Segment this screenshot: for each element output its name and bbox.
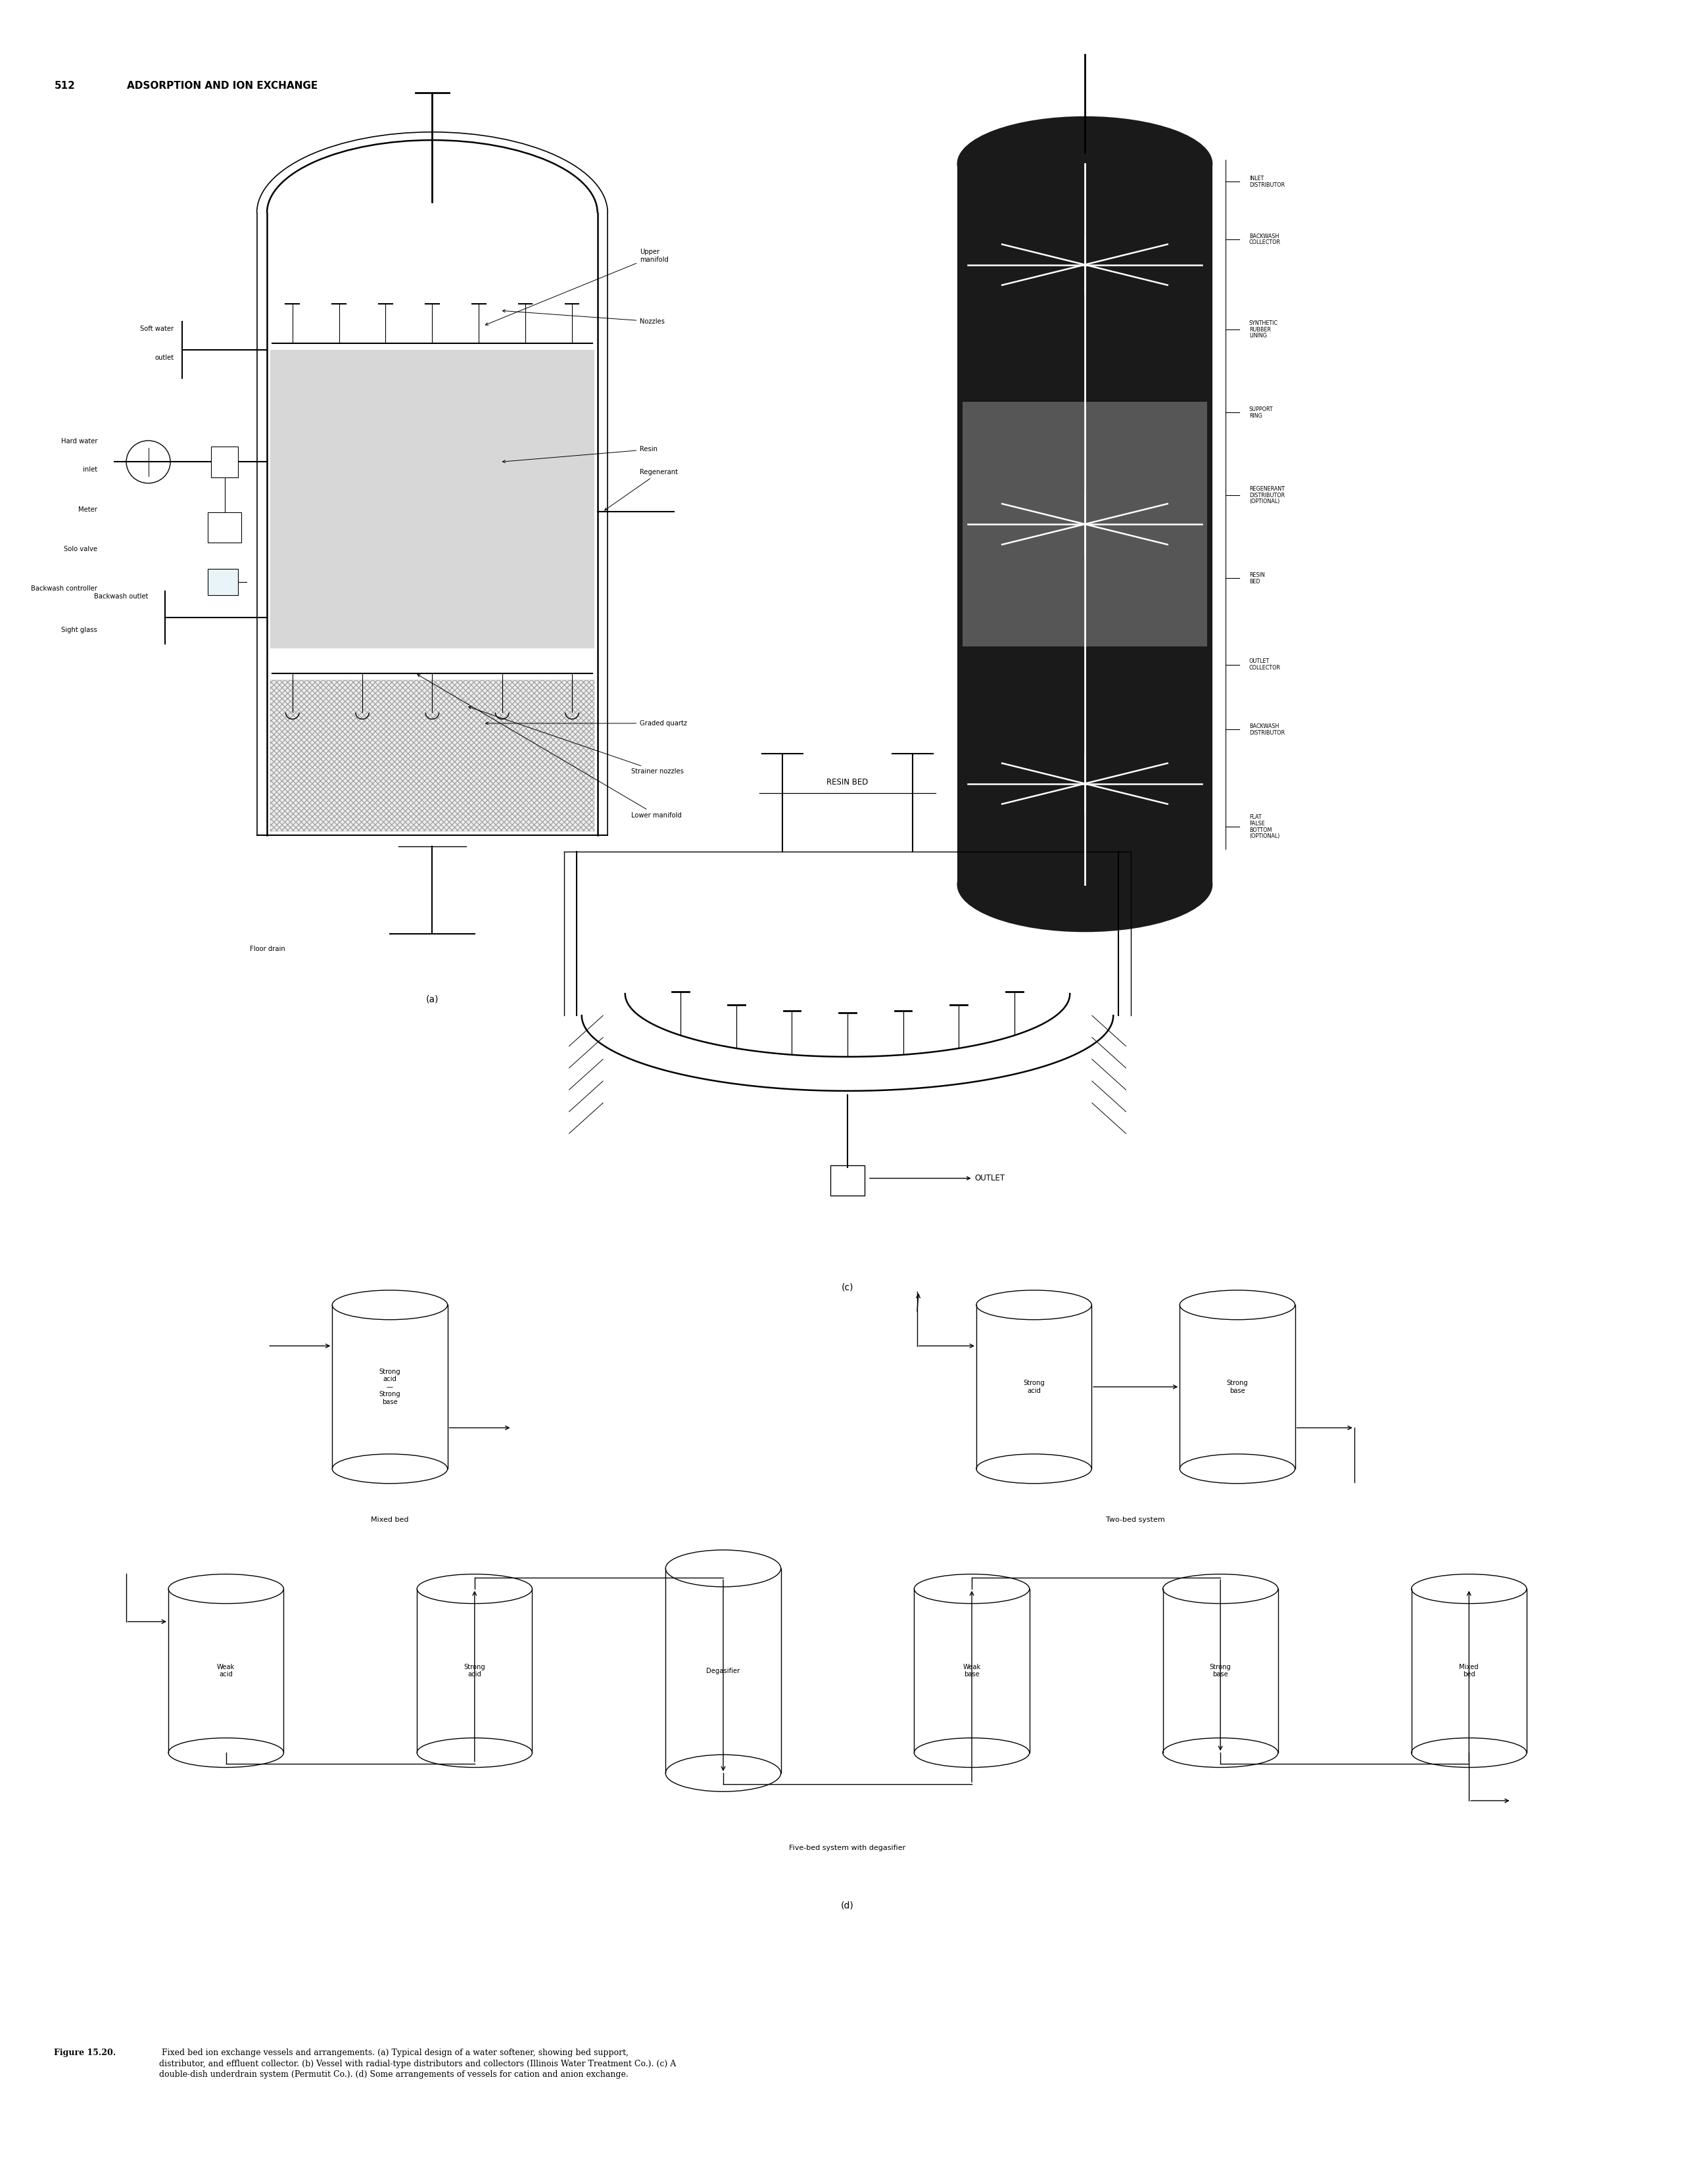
Bar [271, 679, 595, 830]
Text: Strong
base: Strong base [1210, 1664, 1231, 1677]
Text: Weak
acid: Weak acid [217, 1664, 236, 1677]
Bar [666, 1568, 781, 1773]
Text: 512: 512 [54, 81, 75, 92]
Text: Solo valve: Solo valve [64, 546, 97, 553]
Text: SYNTHETIC
RUBBER
LINING: SYNTHETIC RUBBER LINING [1249, 321, 1278, 339]
Text: REGENERANT
DISTRIBUTOR
(OPTIONAL): REGENERANT DISTRIBUTOR (OPTIONAL) [1249, 487, 1285, 505]
Text: Figure 15.20.: Figure 15.20. [54, 2049, 117, 2057]
Text: Degasifier: Degasifier [707, 1666, 741, 1675]
Text: INLET
DISTRIBUTOR: INLET DISTRIBUTOR [1249, 175, 1285, 188]
Text: Strong
acid: Strong acid [464, 1664, 485, 1677]
Bar [963, 402, 1207, 646]
Text: (a): (a) [425, 994, 439, 1005]
Ellipse shape [958, 839, 1212, 930]
Text: Regenerant: Regenerant [605, 470, 678, 511]
Text: Upper
manifold: Upper manifold [485, 249, 670, 325]
Bar [831, 1164, 864, 1195]
Bar [207, 511, 242, 544]
Text: Weak
base: Weak base [963, 1664, 981, 1677]
Text: Mixed
bed: Mixed bed [1459, 1664, 1478, 1677]
Text: BACKWASH
COLLECTOR: BACKWASH COLLECTOR [1249, 234, 1281, 245]
Text: RESIN BED: RESIN BED [827, 778, 868, 786]
Text: OUTLET
COLLECTOR: OUTLET COLLECTOR [1249, 660, 1281, 670]
Bar [1412, 1590, 1527, 1752]
Bar [1163, 1590, 1278, 1752]
Text: Nozzles: Nozzles [502, 310, 664, 325]
Text: Graded quartz: Graded quartz [485, 721, 686, 727]
Text: Resin: Resin [502, 446, 658, 463]
Text: Fixed bed ion exchange vessels and arrangements. (a) Typical design of a water s: Fixed bed ion exchange vessels and arran… [159, 2049, 676, 2079]
Text: Strong
base: Strong base [1227, 1380, 1248, 1393]
Text: Backwash controller: Backwash controller [31, 585, 97, 592]
Bar [976, 1304, 1092, 1468]
Bar [958, 164, 1212, 885]
Text: outlet: outlet [154, 354, 173, 360]
Text: Strainer nozzles: Strainer nozzles [468, 705, 683, 775]
Bar [271, 349, 595, 649]
Bar [914, 1590, 1029, 1752]
Text: Mixed bed: Mixed bed [371, 1516, 408, 1524]
Text: (c): (c) [841, 1282, 854, 1293]
Text: (d): (d) [841, 1900, 854, 1911]
Bar [168, 1590, 283, 1752]
Text: Floor drain: Floor drain [251, 946, 285, 952]
Text: Five-bed system with degasifier: Five-bed system with degasifier [790, 1843, 905, 1852]
Text: Sight glass: Sight glass [61, 627, 97, 633]
Bar [210, 446, 237, 478]
Text: Meter: Meter [78, 507, 97, 513]
Text: Two-bed system: Two-bed system [1107, 1516, 1164, 1524]
Text: inlet: inlet [83, 465, 97, 474]
Bar [417, 1590, 532, 1752]
Text: SUPPORT
RING: SUPPORT RING [1249, 406, 1273, 419]
Text: Backwash outlet: Backwash outlet [95, 594, 149, 601]
Text: Hard water: Hard water [61, 437, 97, 446]
Text: Soft water: Soft water [141, 325, 173, 332]
Text: FLAT
FALSE
BOTTOM
(OPTIONAL): FLAT FALSE BOTTOM (OPTIONAL) [1249, 815, 1280, 839]
Text: Strong
acid
—
Strong
base: Strong acid — Strong base [380, 1369, 400, 1404]
Text: ADSORPTION AND ION EXCHANGE: ADSORPTION AND ION EXCHANGE [127, 81, 319, 92]
Bar [207, 570, 237, 596]
Bar [332, 1304, 447, 1468]
Text: Lower manifold: Lower manifold [417, 675, 681, 819]
Bar [268, 212, 598, 834]
Text: Strong
acid: Strong acid [1024, 1380, 1044, 1393]
Ellipse shape [958, 118, 1212, 210]
Text: OUTLET: OUTLET [870, 1175, 1005, 1182]
Text: RESIN
BED: RESIN BED [1249, 572, 1264, 585]
Text: BACKWASH
DISTRIBUTOR: BACKWASH DISTRIBUTOR [1249, 723, 1285, 736]
Bar [1180, 1304, 1295, 1468]
